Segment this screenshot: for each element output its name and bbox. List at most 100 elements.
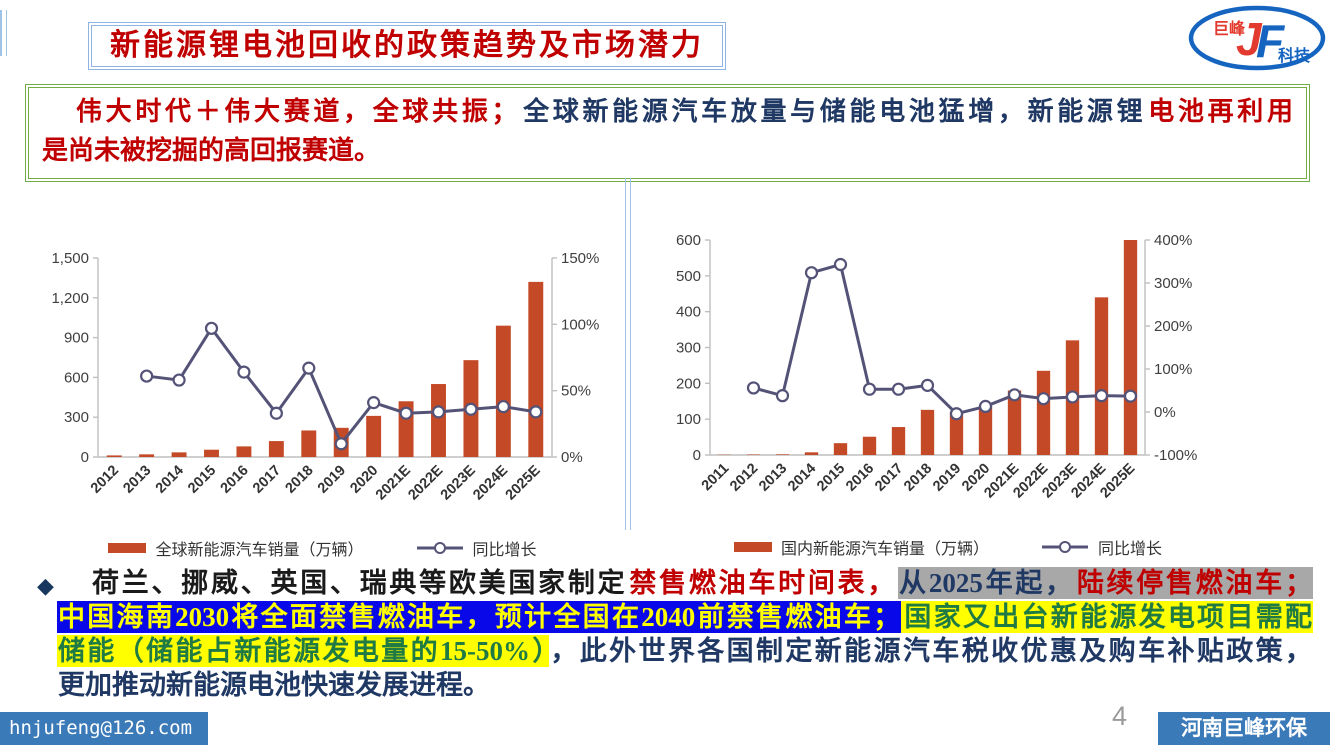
bar — [978, 405, 993, 455]
left-axis-tick-label: 600 — [676, 232, 701, 249]
line-marker — [978, 399, 993, 414]
x-axis-category-label: 2025E — [503, 462, 544, 503]
line-marker — [529, 405, 543, 419]
bar-legend-swatch — [733, 542, 772, 552]
logo-monogram-f: F — [1256, 15, 1286, 67]
x-axis-category-label: 2012 — [727, 461, 761, 495]
global-ev-sales-plot: 03006009001,2001,5000%50%100%150%2012201… — [51, 250, 599, 503]
line-marker — [1007, 388, 1022, 402]
line-legend-swatch — [416, 542, 463, 554]
x-axis-category-label: 2011 — [699, 461, 733, 495]
line-marker — [172, 373, 186, 387]
left-axis-tick-label: 300 — [676, 340, 701, 357]
bar — [301, 430, 317, 457]
text-segment: ，此外世界各国制定新能源汽车税收优惠及购车补贴政策， — [550, 636, 1312, 666]
line-marker — [1036, 392, 1051, 406]
bar — [1123, 240, 1138, 455]
x-axis-category-label: 2018 — [901, 461, 935, 495]
x-axis-category-label: 2016 — [843, 461, 877, 495]
footer-brand-badge: 河南巨峰环保 — [1158, 712, 1330, 745]
line-marker — [775, 389, 790, 403]
x-axis-category-label: 2015 — [814, 461, 848, 495]
china-ev-sales-chart: 0 100 200 300 400 500 600 -100% 0% 100% 200% 300% 40… — [648, 220, 1248, 559]
bar — [1036, 370, 1051, 455]
text-segment: 是尚未被挖掘的高回报赛道。 — [42, 136, 381, 165]
line-marker — [464, 402, 478, 416]
right-axis-tick-label: 300% — [1154, 275, 1192, 292]
right-axis-tick-label: 150% — [561, 250, 599, 267]
x-axis-category-label: 2024E — [470, 462, 511, 503]
right-axis-tick-label: 100% — [561, 316, 599, 333]
line-marker — [237, 365, 251, 379]
line-marker — [862, 382, 877, 396]
bar-legend-label: 国内新能源汽车销量（万辆） — [780, 541, 989, 558]
bar — [833, 443, 848, 455]
headline-box: 伟大时代＋伟大赛道，全球共振；全球新能源汽车放量与储能电池猛增，新能源锂电池再利… — [25, 84, 1310, 182]
right-axis-tick-label: 50% — [561, 383, 591, 400]
right-axis-tick-label: 100% — [1154, 361, 1192, 378]
bar — [236, 446, 252, 457]
bar — [171, 452, 187, 457]
left-axis-tick-label: 0 — [693, 447, 701, 464]
logo-monogram-j: J — [1236, 13, 1263, 65]
x-axis-category-label: 2019 — [315, 463, 349, 497]
bullet-line: 储能（储能占新能源发电量的15-50%），此外世界各国制定新能源汽车税收优惠及购… — [57, 634, 1313, 668]
bar — [268, 441, 284, 457]
logo-suffix-text: 科技 — [1278, 46, 1311, 65]
china-ev-legend: 国内新能源汽车销量（万辆） 同比增长 — [648, 535, 1248, 559]
right-axis-tick-label: 0% — [561, 449, 583, 466]
headline-line: 伟大时代＋伟大赛道，全球共振；全球新能源汽车放量与储能电池猛增，新能源锂电池再利… — [41, 92, 1294, 131]
page-number: 4 — [1112, 701, 1128, 731]
bar — [366, 415, 382, 457]
left-axis-tick-label: 1,500 — [51, 250, 89, 267]
bar — [862, 436, 877, 455]
x-axis-category-label: 2017 — [872, 461, 906, 495]
chart-divider-line — [625, 178, 631, 530]
line-legend-label: 同比增长 — [1098, 541, 1163, 558]
line-marker — [1123, 389, 1138, 403]
line-marker — [269, 406, 283, 420]
x-axis-category-label: 2013 — [756, 461, 790, 495]
x-axis-category-label: 2013 — [120, 463, 154, 497]
bullet-line: 中国海南2030将全面禁售燃油车，预计全国在2040前禁售燃油车；国家又出台新能… — [57, 600, 1314, 634]
logo-ellipse — [1188, 5, 1326, 71]
title-box: 新能源锂电池回收的政策趋势及市场潜力 — [88, 22, 726, 70]
frame-edge-mark — [0, 10, 7, 56]
left-axis-tick-label: 900 — [64, 330, 89, 347]
left-axis-tick-label: 1,200 — [51, 290, 89, 307]
text-segment: 全球新能源汽车放量与储能电池猛增，新能源锂 — [519, 97, 1147, 126]
diamond-bullet-icon: ◆ — [37, 573, 54, 598]
left-axis-tick-label: 300 — [64, 409, 89, 426]
text-segment: 更加推动新能源电池快速发展进程。 — [58, 670, 490, 700]
left-axis-tick-label: 200 — [676, 375, 701, 392]
line-legend-label: 同比增长 — [472, 542, 537, 559]
bar — [204, 449, 219, 457]
company-logo: 巨峰 科技 J F — [1188, 5, 1326, 71]
line-marker — [891, 382, 906, 396]
line-marker — [496, 399, 510, 414]
bar — [1094, 297, 1109, 455]
line-marker — [140, 369, 154, 383]
line-marker — [1094, 389, 1109, 403]
right-axis-tick-label: 200% — [1154, 318, 1192, 335]
text-segment: 禁售燃油车时间表， — [629, 568, 898, 598]
text-segment: 荷兰、挪威、英国、瑞典等欧美国家制定 — [92, 568, 628, 598]
logo-name-text: 巨峰 — [1213, 19, 1246, 38]
line-marker — [833, 257, 848, 272]
bar — [528, 281, 544, 457]
footer-email-badge: hnjufeng@126.com — [0, 712, 208, 745]
x-axis-category-label: 2019 — [930, 461, 964, 495]
bullet-line: 荷兰、挪威、英国、瑞典等欧美国家制定禁售燃油车时间表，从2025年起，陆续停售燃… — [57, 566, 1314, 600]
text-segment: 伟大时代＋伟大赛道，全球共振； — [76, 97, 518, 126]
line-marker — [399, 406, 413, 420]
bar — [495, 325, 511, 457]
bar-legend-label: 全球新能源汽车销量（万辆） — [155, 542, 364, 559]
x-axis-category-label: 2023E — [438, 462, 479, 503]
bar — [891, 427, 906, 455]
bar — [920, 409, 935, 455]
china-ev-sales-plot: 0 100 200 300 400 500 600 -100% 0% 100% 200% 300% 40… — [676, 232, 1197, 501]
left-axis-tick-label: 100 — [676, 411, 701, 428]
x-axis-category-label: 2012 — [88, 463, 122, 497]
left-axis-tick-label: 0 — [81, 449, 89, 466]
